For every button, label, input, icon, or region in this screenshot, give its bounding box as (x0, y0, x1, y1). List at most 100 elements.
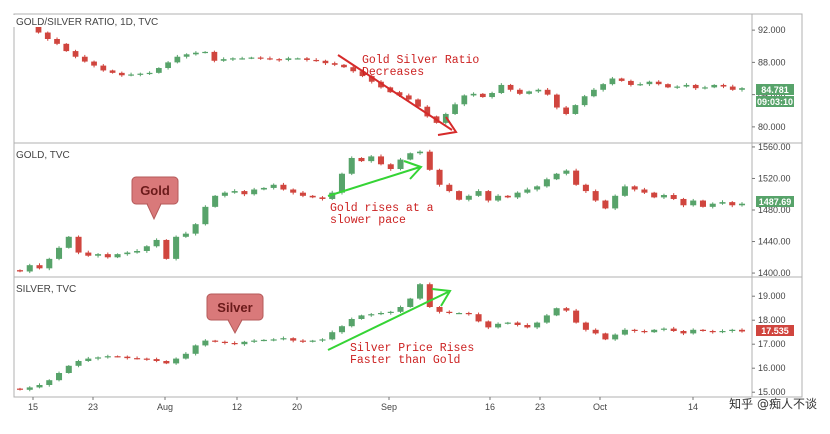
silver-candle-body (65, 365, 72, 373)
ratio-candle-body (331, 63, 338, 65)
ratio-candle-body (702, 87, 708, 89)
gold-candle-body (173, 236, 180, 259)
silver-candle-body (36, 385, 43, 388)
silver-ytick-label: 19.000 (758, 291, 786, 301)
silver-candle-body (270, 339, 277, 341)
ratio-candle-body (563, 107, 569, 114)
ratio-candle-body (146, 72, 153, 75)
gold-candle-body (719, 202, 726, 204)
ratio-candle-body (322, 60, 329, 64)
x-tick-label: 16 (485, 402, 495, 412)
silver-candle-body (309, 340, 316, 342)
ratio-candle-body (341, 64, 347, 68)
gold-candle-body (319, 197, 326, 199)
gold-candle-body (621, 186, 628, 196)
gold-candle-body (709, 203, 716, 207)
ratio-candle-body (591, 89, 597, 97)
gold-candle-body (543, 179, 550, 187)
gold-candle-body (290, 189, 297, 193)
silver-candle-body (417, 284, 424, 299)
ratio-candle-body (628, 80, 634, 85)
gold-candle-body (436, 169, 443, 185)
silver-candle-body (504, 322, 511, 324)
gold-candle-body (563, 170, 570, 174)
ratio-candle-body (452, 104, 458, 114)
ratio-candle-body (665, 84, 671, 88)
gold-candle-body (143, 246, 150, 251)
ratio-ytick-label: 92.000 (758, 25, 786, 35)
ratio-candle-body (396, 92, 403, 96)
ratio-candle-body (313, 59, 320, 62)
ratio-candle-body (202, 51, 208, 54)
ratio-countdown: 09:03:10 (757, 97, 793, 107)
gold-panel-title: GOLD, TVC (16, 150, 70, 161)
gold-candle-body (212, 195, 219, 207)
ratio-candle-body (368, 76, 375, 82)
ratio-candle-body (618, 78, 625, 81)
silver-candle-body (329, 332, 336, 340)
gold-candle-body (660, 195, 667, 198)
ratio-candle-body (600, 84, 607, 90)
silver-candle-body (202, 340, 209, 346)
silver-candle-body (631, 329, 638, 331)
ratio-candle-body (498, 84, 505, 94)
silver-candle-body (495, 323, 502, 328)
ratio-candle-body (554, 94, 560, 108)
silver-candle-body (358, 315, 365, 319)
x-tick-label: Aug (157, 402, 173, 412)
ratio-candle-body (489, 93, 495, 98)
gold-candle-body (46, 258, 53, 269)
silver-candle-body (46, 380, 53, 385)
gold-candle-body (280, 184, 287, 190)
ratio-candle-body (674, 86, 681, 88)
gold-candle-body (651, 192, 658, 198)
ratio-decrease-arrow (337, 54, 458, 136)
gold-candle-body (417, 151, 424, 154)
gold-candle-body (56, 247, 63, 259)
gold-candle-body (221, 192, 228, 196)
silver-candle-body (260, 339, 267, 342)
gold-candle-body (582, 184, 589, 192)
gold-candle-body (182, 233, 189, 237)
silver-candle-body (465, 313, 472, 315)
x-tick-label: 12 (232, 402, 242, 412)
x-tick-label: 15 (28, 402, 38, 412)
ratio-candle-body (609, 78, 616, 85)
gold-candle-body (738, 203, 746, 206)
ratio-candle-body (81, 56, 88, 62)
silver-candle-body (368, 314, 375, 316)
silver-candle-body (221, 341, 228, 343)
ratio-candle-body (516, 89, 523, 94)
ratio-candle-body (267, 58, 273, 60)
gold-last-value-tag: 1487.69 (756, 196, 794, 207)
ratio-candle-body (54, 38, 60, 44)
silver-candle-body (153, 359, 160, 361)
silver-candle-body (582, 322, 589, 330)
gold-candle-body (260, 187, 267, 190)
silver-candle-body (621, 329, 628, 335)
silver-candle-body (192, 345, 199, 354)
gold-ytick-label: 1440.00 (758, 237, 791, 247)
silver-candle-body (680, 331, 687, 334)
ratio-candle-body (285, 58, 292, 60)
ratio-candle-body (572, 105, 579, 114)
silver-candle-body (475, 314, 482, 322)
silver-candle-body (251, 340, 258, 342)
silver-candle-body (709, 331, 716, 333)
gold-candle-body (202, 206, 209, 225)
ratio-candle-body (461, 95, 468, 105)
ratio-candle-body (220, 59, 227, 61)
gold-candle-body (231, 191, 238, 193)
silver-candle-body (524, 325, 531, 328)
gold-candle-body (309, 195, 316, 198)
ratio-candle-body (276, 59, 283, 61)
silver-candle-body (660, 328, 667, 330)
ratio-candle-body (248, 57, 255, 59)
ratio-candle-body (44, 32, 51, 39)
ratio-candle-body (137, 73, 144, 75)
ratio-panel-title: GOLD/SILVER RATIO, 1D, TVC (16, 17, 158, 28)
silver-candle-body (387, 311, 394, 313)
gold-candle-body (95, 254, 102, 256)
ratio-last-value-tag: 84.781 09:03:10 (756, 84, 794, 107)
gold-candle-body (26, 265, 33, 272)
